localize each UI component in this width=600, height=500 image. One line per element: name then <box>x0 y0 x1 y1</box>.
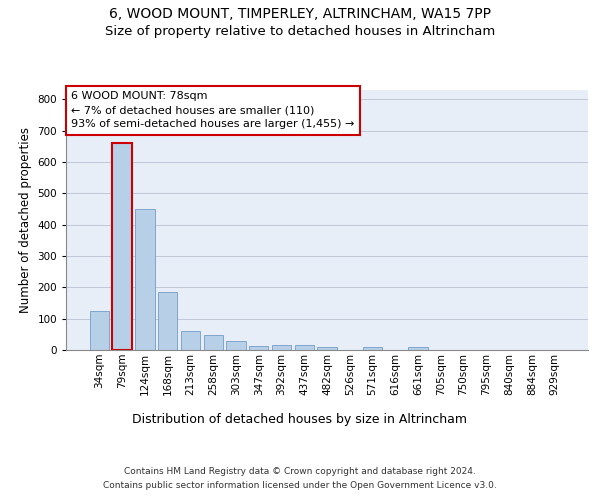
Bar <box>112 144 132 350</box>
Bar <box>363 348 382 350</box>
Text: 6, WOOD MOUNT, TIMPERLEY, ALTRINCHAM, WA15 7PP: 6, WOOD MOUNT, TIMPERLEY, ALTRINCHAM, WA… <box>109 8 491 22</box>
Bar <box>249 346 268 350</box>
Bar <box>226 341 245 350</box>
Text: Distribution of detached houses by size in Altrincham: Distribution of detached houses by size … <box>133 412 467 426</box>
Bar <box>158 292 178 350</box>
Y-axis label: Number of detached properties: Number of detached properties <box>19 127 32 313</box>
Bar <box>409 348 428 350</box>
Bar <box>295 346 314 350</box>
Text: Contains HM Land Registry data © Crown copyright and database right 2024.: Contains HM Land Registry data © Crown c… <box>124 468 476 476</box>
Bar <box>203 336 223 350</box>
Text: Contains public sector information licensed under the Open Government Licence v3: Contains public sector information licen… <box>103 481 497 490</box>
Bar <box>181 330 200 350</box>
Text: Size of property relative to detached houses in Altrincham: Size of property relative to detached ho… <box>105 25 495 38</box>
Bar <box>135 209 155 350</box>
Bar <box>317 348 337 350</box>
Bar <box>90 311 109 350</box>
Bar <box>272 346 291 350</box>
Text: 6 WOOD MOUNT: 78sqm
← 7% of detached houses are smaller (110)
93% of semi-detach: 6 WOOD MOUNT: 78sqm ← 7% of detached hou… <box>71 92 355 130</box>
